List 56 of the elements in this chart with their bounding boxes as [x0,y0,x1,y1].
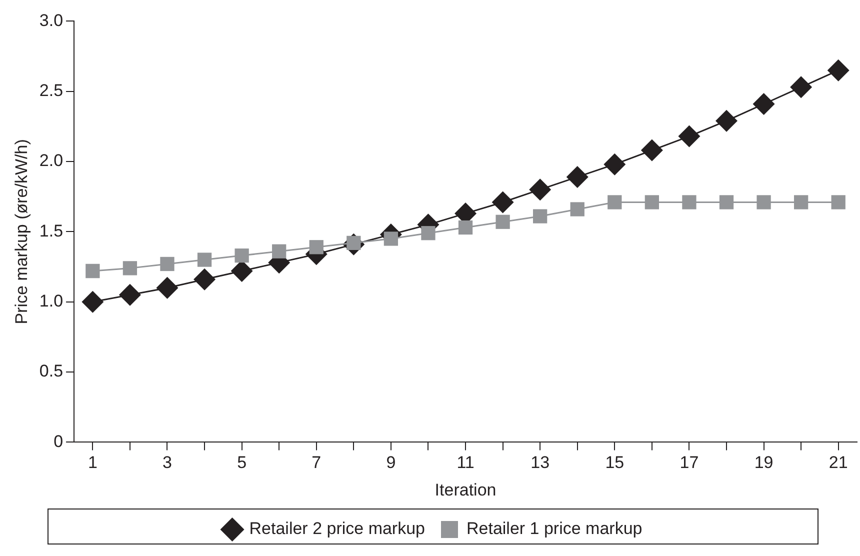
point [272,244,286,258]
point [682,195,696,210]
point [570,202,584,216]
point [716,110,738,132]
point [458,220,473,235]
x-tick-label: 11 [456,453,474,472]
point [197,252,212,267]
y-tick-label: 1.5 [39,221,64,240]
point [421,226,436,240]
x-tick-label: 13 [530,453,550,472]
legend-label: Retailer 1 price markup [466,519,642,538]
y-tick-label: 2.0 [39,151,64,170]
point [309,240,324,254]
y-axis-title: Price markup (øre/kW/h) [12,139,31,324]
point [756,195,771,210]
point [604,153,626,176]
point [234,248,249,263]
y-tick-label: 3.0 [39,10,64,30]
point [678,125,700,148]
legend-label: Retailer 2 price markup [249,519,426,538]
point [827,59,850,82]
point [831,195,846,210]
point [719,195,734,210]
point [640,139,663,162]
point [82,290,104,313]
point [566,166,588,188]
y-tick-label: 0.5 [39,362,64,381]
y-tick-label: 0 [54,432,64,451]
y-tick-label: 2.5 [39,81,64,100]
x-tick-label: 19 [754,453,774,472]
x-tick-label: 7 [312,453,322,472]
x-tick-label: 17 [680,453,699,472]
point [118,284,141,306]
point [608,195,622,210]
point [122,261,138,276]
point [752,92,775,115]
x-tick-label: 3 [162,453,172,472]
point [160,256,174,272]
point [790,76,812,98]
point [644,195,660,210]
x-tick-label: 9 [386,453,396,472]
point [194,268,216,290]
point [384,232,398,246]
x-tick-label: 1 [88,453,98,472]
x-tick-label: 15 [605,453,624,472]
point [156,276,178,299]
x-axis-title: Iteration [434,480,496,500]
x-tick-label: 5 [237,453,247,472]
y-tick-label: 1.0 [39,292,64,311]
point [492,191,514,214]
x-tick-label: 21 [828,453,848,472]
point [533,209,548,224]
point [794,195,808,210]
point [529,178,552,201]
point [86,264,100,278]
point [496,214,510,229]
